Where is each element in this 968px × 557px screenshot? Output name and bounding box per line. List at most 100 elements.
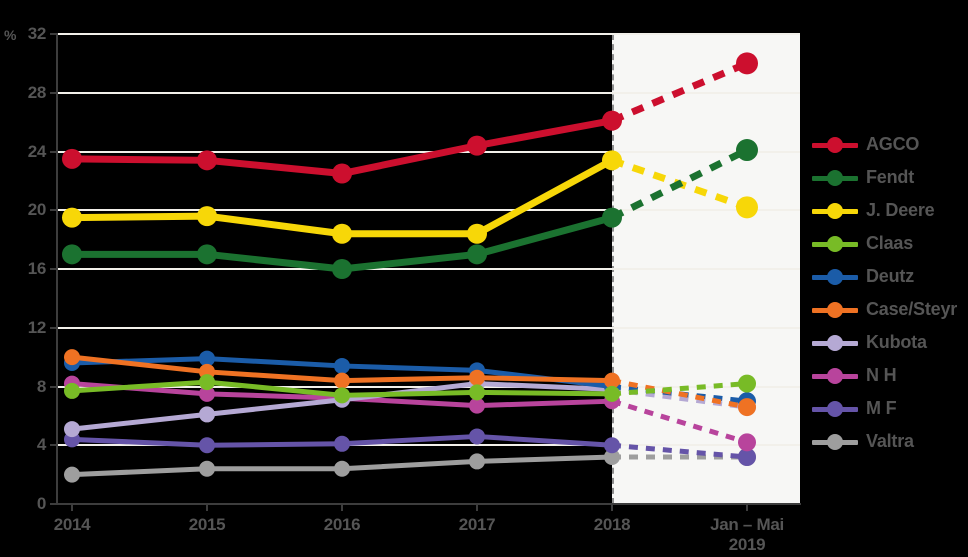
x-axis-tick xyxy=(341,503,343,511)
data-point[interactable] xyxy=(199,385,215,402)
data-point[interactable] xyxy=(469,453,485,470)
legend-marker-icon xyxy=(827,400,843,417)
y-axis-tick-label: 8 xyxy=(36,376,46,396)
data-point[interactable] xyxy=(199,460,215,477)
x-axis-tick xyxy=(71,503,73,511)
x-axis-tick-label: Jan – Mai 2019 xyxy=(687,515,807,555)
x-axis-tick-label-line1: 2016 xyxy=(323,515,361,534)
legend-swatch-icon xyxy=(812,332,858,354)
data-point[interactable] xyxy=(64,349,80,366)
legend-swatch-icon xyxy=(812,134,858,156)
legend-swatch-icon xyxy=(812,200,858,222)
data-point[interactable] xyxy=(64,466,80,483)
x-axis-tick-label: 2014 xyxy=(12,515,132,535)
data-point[interactable] xyxy=(62,148,82,169)
data-point[interactable] xyxy=(736,196,758,219)
data-point[interactable] xyxy=(332,259,352,279)
data-point[interactable] xyxy=(334,387,350,404)
data-point[interactable] xyxy=(334,460,350,477)
data-point[interactable] xyxy=(64,382,80,399)
data-point[interactable] xyxy=(334,435,350,452)
legend-item-valtra[interactable]: Valtra xyxy=(812,425,964,458)
data-point[interactable] xyxy=(736,52,758,75)
legend-item-agco[interactable]: AGCO xyxy=(812,128,964,161)
data-point[interactable] xyxy=(736,139,758,162)
data-point[interactable] xyxy=(602,207,622,228)
x-axis-tick-label-line2: 2019 xyxy=(728,535,766,554)
data-point[interactable] xyxy=(738,448,756,466)
data-point[interactable] xyxy=(738,433,756,452)
legend-marker-icon xyxy=(827,268,843,285)
data-point[interactable] xyxy=(467,135,487,156)
data-point[interactable] xyxy=(197,244,217,265)
data-point[interactable] xyxy=(602,110,622,131)
data-point[interactable] xyxy=(334,357,350,374)
series-line-dashed xyxy=(610,146,749,221)
gridline xyxy=(57,268,800,270)
data-point[interactable] xyxy=(199,374,215,391)
legend-item-n-h[interactable]: N H xyxy=(812,359,964,392)
legend-item-claas[interactable]: Claas xyxy=(812,227,964,260)
legend-item-kubota[interactable]: Kubota xyxy=(812,326,964,359)
legend-item-fendt[interactable]: Fendt xyxy=(812,161,964,194)
x-axis-tick-label: 2016 xyxy=(282,515,402,535)
data-point[interactable] xyxy=(199,437,215,454)
data-point[interactable] xyxy=(332,163,352,184)
y-axis-tick-label: 16 xyxy=(27,259,47,278)
series-fendt xyxy=(62,139,758,279)
data-point[interactable] xyxy=(738,398,756,417)
data-point[interactable] xyxy=(62,207,82,228)
x-axis-tick-label: 2018 xyxy=(552,515,672,535)
y-axis-tick-label: 24 xyxy=(27,141,47,161)
data-point[interactable] xyxy=(469,384,485,401)
legend-item-j-deere[interactable]: J. Deere xyxy=(812,194,964,227)
series-lines-layer xyxy=(62,52,758,483)
data-point[interactable] xyxy=(332,223,352,244)
data-point[interactable] xyxy=(64,421,80,438)
data-point[interactable] xyxy=(602,150,622,171)
y-axis-tick xyxy=(50,444,57,447)
y-axis-tick xyxy=(50,326,57,329)
data-point[interactable] xyxy=(197,150,217,171)
legend-item-case-steyr[interactable]: Case/Steyr xyxy=(812,293,964,326)
legend: AGCO Fendt J. Deere Claas Deutz Case/Steyr Kub… xyxy=(812,128,964,458)
data-point[interactable] xyxy=(469,369,485,386)
y-axis-tick-label: 32 xyxy=(27,24,47,43)
series-line-dashed xyxy=(610,60,749,124)
y-axis xyxy=(56,33,58,505)
x-axis-tick-label-line1: Jan – Mai xyxy=(710,515,784,534)
x-axis-tick xyxy=(476,503,478,511)
data-point[interactable] xyxy=(469,397,485,414)
data-point[interactable] xyxy=(334,372,350,389)
data-point[interactable] xyxy=(197,206,217,227)
legend-label: AGCO xyxy=(866,134,920,154)
data-point[interactable] xyxy=(62,244,82,265)
data-point[interactable] xyxy=(467,244,487,265)
data-point[interactable] xyxy=(469,428,485,445)
y-axis-tick xyxy=(50,385,57,388)
legend-label: N H xyxy=(866,365,897,385)
data-point[interactable] xyxy=(199,350,215,367)
data-point[interactable] xyxy=(604,385,620,402)
x-axis-tick-label: 2015 xyxy=(147,515,267,535)
data-point[interactable] xyxy=(467,223,487,244)
legend-swatch-icon xyxy=(812,167,858,189)
data-point[interactable] xyxy=(604,437,620,454)
data-point[interactable] xyxy=(604,449,620,465)
legend-item-m-f[interactable]: M F xyxy=(812,392,964,425)
series-agco xyxy=(62,52,758,184)
legend-item-deutz[interactable]: Deutz xyxy=(812,260,964,293)
legend-swatch-icon xyxy=(812,365,858,387)
x-axis-tick xyxy=(206,503,208,511)
data-point[interactable] xyxy=(199,406,215,423)
data-point[interactable] xyxy=(738,374,756,393)
x-axis xyxy=(56,503,801,505)
gridline xyxy=(57,150,800,153)
data-point[interactable] xyxy=(604,372,620,389)
series-line-dashed xyxy=(611,384,748,404)
legend-label: J. Deere xyxy=(866,200,935,220)
gridline xyxy=(57,209,800,212)
gridline xyxy=(57,444,800,447)
y-axis-tick-label: 4 xyxy=(36,435,46,455)
